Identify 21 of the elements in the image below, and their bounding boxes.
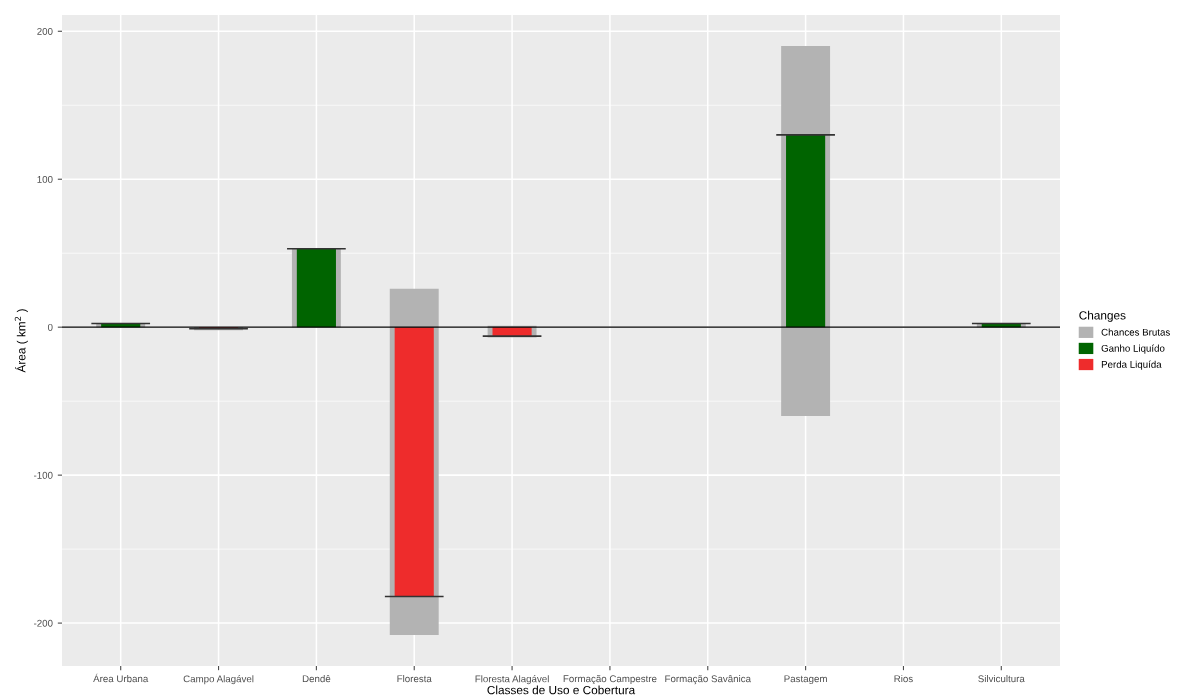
- x-tick-label: Rios: [894, 675, 913, 683]
- x-tick-label: Floresta Alagável: [475, 675, 549, 685]
- x-tick-label: Silvicultura: [978, 675, 1025, 683]
- legend-label: Perda Liquída: [1101, 360, 1162, 370]
- x-tick-label: Formação Campestre: [563, 675, 657, 685]
- x-tick-label: Formação Savânica: [665, 675, 751, 685]
- x-tick-label: Pastagem: [784, 675, 827, 685]
- y-tick-label: -100: [33, 471, 53, 479]
- x-tick-label: Dendê: [302, 675, 331, 683]
- legend-label: Ganho Liquído: [1101, 344, 1165, 354]
- x-tick-label: Floresta: [397, 675, 432, 683]
- y-tick-label: 0: [47, 323, 53, 331]
- x-tick-label: Área Urbana: [93, 673, 149, 683]
- legend-label: Chances Brutas: [1101, 328, 1170, 336]
- y-tick-label: 100: [37, 175, 53, 183]
- y-tick-label: -200: [33, 619, 53, 627]
- legend-title: Changes: [1079, 310, 1126, 322]
- x-axis-title: Classes de Uso e Cobertura: [487, 685, 636, 695]
- y-tick-label: 200: [37, 28, 53, 35]
- y-axis-title: Área ( km$^{2}$ ): [14, 309, 28, 373]
- x-tick-label: Campo Alagável: [183, 675, 254, 685]
